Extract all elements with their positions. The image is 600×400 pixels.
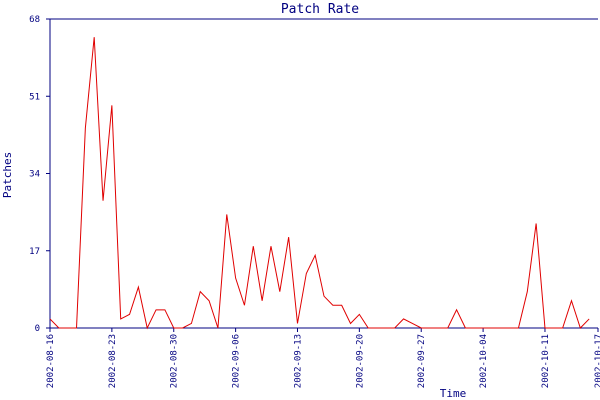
x-tick-label: 2002-08-23 — [108, 334, 118, 388]
x-tick-label: 2002-09-13 — [293, 334, 303, 388]
y-tick-label: 68 — [29, 15, 40, 25]
x-tick-label: 2002-08-30 — [170, 334, 180, 388]
x-tick-label: 2002-09-06 — [232, 334, 242, 388]
y-tick-label: 34 — [29, 170, 40, 180]
y-tick-label: 51 — [29, 92, 40, 102]
y-tick-label: 0 — [35, 324, 40, 334]
y-tick-label: 17 — [29, 247, 40, 257]
x-tick-label: 2002-09-20 — [355, 334, 365, 388]
x-tick-label: 2002-10-04 — [479, 334, 489, 388]
x-tick-label: 2002-10-11 — [541, 334, 551, 388]
x-axis-label: Time — [440, 387, 467, 400]
x-tick-label: 2002-08-16 — [46, 334, 56, 388]
y-axis-label: Patches — [1, 152, 14, 198]
x-tick-label: 2002-09-27 — [417, 334, 427, 388]
chart-title: Patch Rate — [281, 2, 359, 17]
x-tick-label: 2002-10-17 — [594, 334, 600, 388]
line — [49, 37, 590, 330]
